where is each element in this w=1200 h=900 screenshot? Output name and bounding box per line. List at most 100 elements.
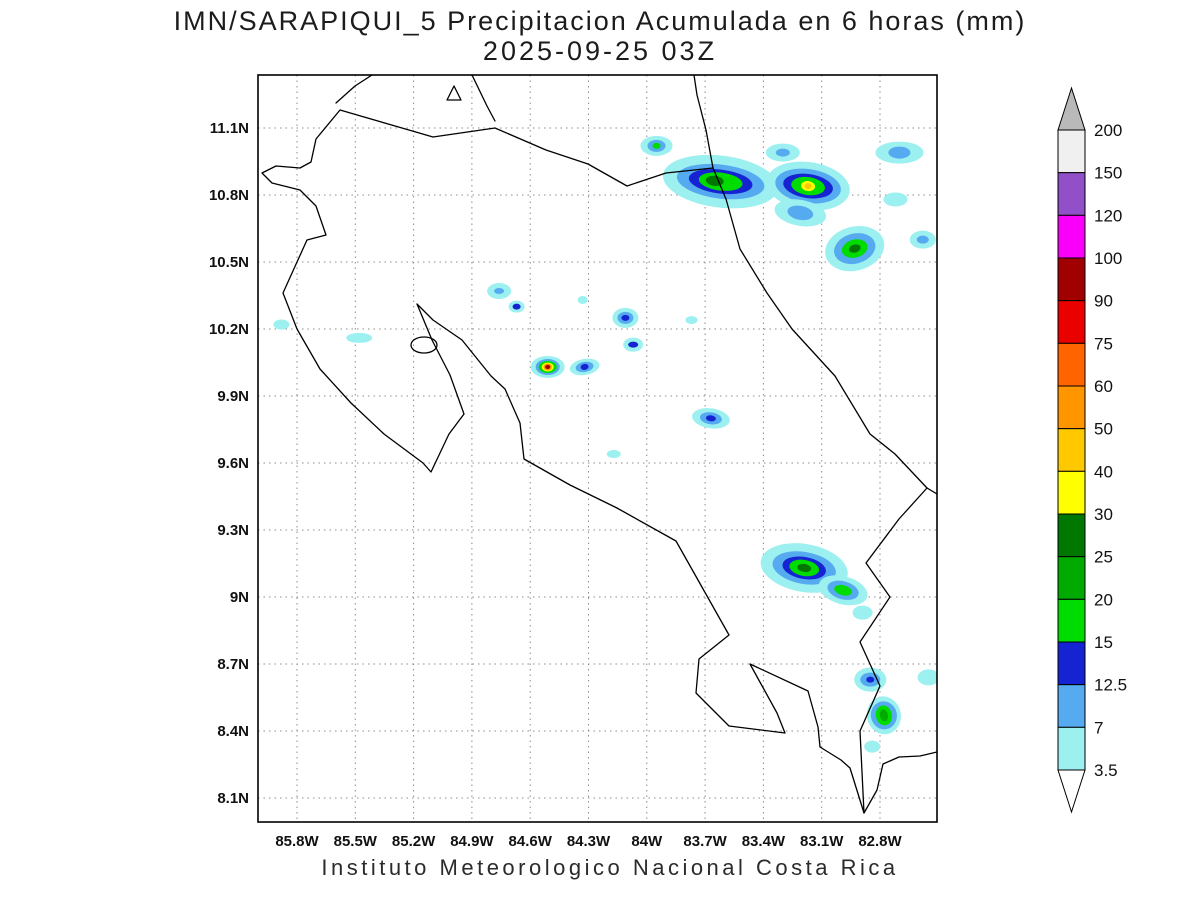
precip-cell [569, 358, 600, 376]
lon-tick-label: 84.6W [509, 833, 553, 850]
precip-cell [606, 450, 621, 459]
colorbar-segment [1057, 684, 1086, 728]
colorbar-tick-label: 50 [1094, 420, 1113, 439]
colorbar-tick-label: 15 [1094, 633, 1113, 652]
colorbar-segment [1057, 214, 1086, 259]
precip-cell [864, 740, 881, 753]
precip-cell [508, 300, 525, 313]
colorbar-tick-label: 20 [1094, 590, 1113, 609]
panama-pacific-coast [863, 751, 937, 814]
lat-tick-label: 10.2N [209, 321, 249, 338]
precip-cell [577, 295, 588, 304]
precip-cell [662, 154, 779, 209]
colorbar-tick-label: 60 [1094, 377, 1113, 396]
colorbar-tick-label: 100 [1094, 249, 1122, 268]
plot-title: IMN/SARAPIQUI_5 Precipitacion Acumulada … [173, 6, 1027, 36]
lon-tick-label: 84.9W [450, 833, 494, 850]
nicaragua-caribbean-coast [693, 75, 714, 169]
precip-cell [774, 199, 827, 227]
precip-cell [909, 230, 936, 249]
precip-cell [623, 337, 644, 352]
colorbar-tick-label: 200 [1094, 121, 1122, 140]
lon-tick-label: 82.8W [858, 833, 902, 850]
colorbar-segment [1057, 300, 1086, 344]
lake-nicaragua-shore-east [471, 75, 496, 122]
lat-tick-label: 8.4N [217, 723, 249, 740]
lake-nicaragua-shore-west [335, 75, 373, 104]
precip-cell [692, 408, 730, 429]
colorbar-segment [1057, 513, 1086, 558]
precip-cell [685, 316, 698, 325]
colorbar-under-arrow [1057, 769, 1086, 814]
precip-cell [487, 283, 512, 300]
precip-cell [875, 141, 924, 164]
lon-tick-label: 84.3W [567, 833, 611, 850]
precip-cell [640, 135, 673, 156]
precip-cell [854, 667, 887, 692]
precipitation-shading [273, 135, 937, 753]
colorbar-segment [1057, 598, 1086, 643]
lon-tick-label: 85.5W [334, 833, 378, 850]
colorbar-tick-label: 40 [1094, 462, 1113, 481]
colorbar-tick-label: 150 [1094, 164, 1122, 183]
lat-tick-label: 9.6N [217, 455, 249, 472]
precip-cell [766, 161, 850, 211]
lat-tick-label: 9.9N [217, 388, 249, 405]
lat-tick-label: 8.7N [217, 656, 249, 673]
footer-credit: Instituto Meteorologico Nacional Costa R… [321, 855, 899, 880]
lat-tick-label: 9.3N [217, 522, 249, 539]
colorbar-segment [1057, 641, 1086, 686]
colorbar-segment [1057, 470, 1086, 515]
colorbar-segment [1057, 726, 1086, 771]
colorbar-segment [1057, 342, 1086, 387]
colorbar: 200 150 120 100 90 75 60 50 40 30 25 20 15 12.5 7 3.5 [1057, 86, 1127, 814]
lon-tick-label: 85.2W [392, 833, 436, 850]
isla-chira [410, 336, 438, 354]
precip-cell [612, 307, 639, 328]
precip-cell [530, 355, 565, 378]
colorbar-tick-label: 30 [1094, 505, 1113, 524]
colorbar-tick-label: 90 [1094, 292, 1113, 311]
colorbar-tick-label: 25 [1094, 548, 1113, 567]
map-frame [257, 74, 938, 823]
colorbar-segment [1057, 257, 1086, 302]
colorbar-tick-label: 12.5 [1094, 676, 1127, 695]
colorbar-segment [1057, 385, 1086, 430]
precip-cell [273, 319, 290, 330]
lat-tick-label: 8.1N [217, 790, 249, 807]
precip-cell [818, 575, 868, 606]
precip-cell [917, 669, 937, 686]
colorbar-tick-label: 75 [1094, 334, 1113, 353]
lat-tick-label: 9N [230, 589, 249, 606]
costa-rica-outline [261, 109, 928, 814]
colorbar-segment [1057, 129, 1086, 174]
colorbar-tick-label: 3.5 [1094, 761, 1118, 780]
lon-tick-label: 83.4W [742, 833, 786, 850]
precip-cell [765, 143, 800, 162]
colorbar-segment [1057, 428, 1086, 472]
lon-tick-label: 84W [631, 833, 663, 850]
precip-cell [866, 696, 901, 735]
axis-labels: 11.1N 10.8N 10.5N 10.2N 9.9N 9.6N 9.3N 9N 8.7N 8.… [209, 120, 903, 850]
lon-tick-label: 85.8W [275, 833, 319, 850]
precip-cell [825, 225, 885, 272]
lake-island [446, 85, 462, 101]
precip-cell [852, 605, 873, 620]
colorbar-tick-label: 120 [1094, 206, 1122, 225]
valid-time: 2025-09-25 03Z [482, 36, 718, 66]
precip-cell [883, 192, 908, 207]
lat-tick-label: 10.5N [209, 254, 249, 271]
lon-tick-label: 83.7W [683, 833, 727, 850]
coastlines [261, 75, 937, 814]
precip-cell [346, 332, 373, 343]
colorbar-segment [1057, 556, 1086, 600]
panama-caribbean-coast [926, 487, 937, 495]
colorbar-over-arrow [1057, 86, 1086, 131]
colorbar-segment [1057, 172, 1086, 216]
lon-tick-label: 83.1W [800, 833, 844, 850]
lat-tick-label: 11.1N [210, 120, 249, 137]
lat-tick-label: 10.8N [209, 187, 249, 204]
colorbar-tick-label: 7 [1094, 718, 1103, 737]
